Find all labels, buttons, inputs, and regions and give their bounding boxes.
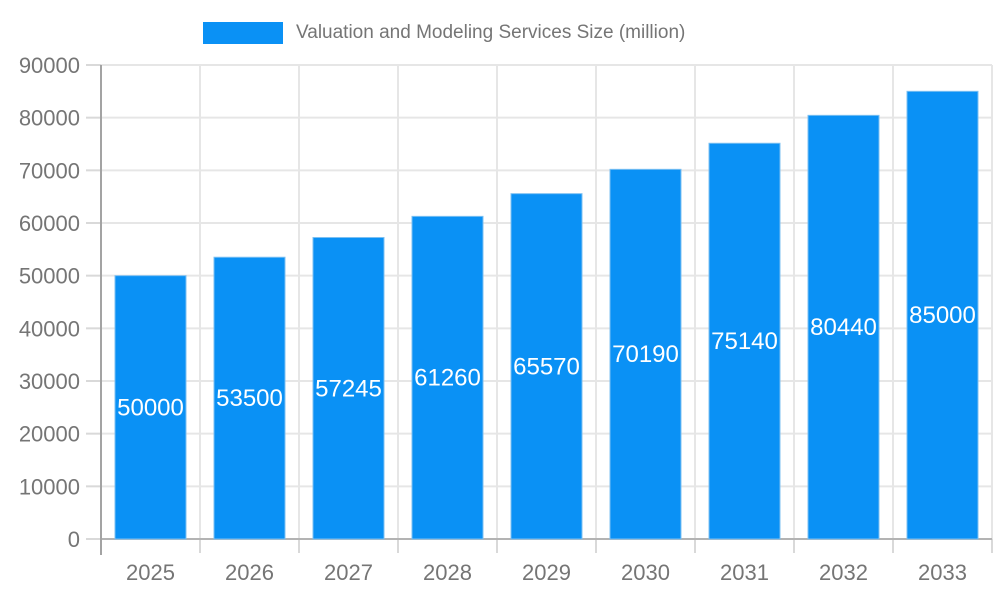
x-axis-label: 2027 [324, 560, 373, 585]
x-axis-label: 2029 [522, 560, 571, 585]
legend-swatch [203, 22, 283, 44]
bar-2033 [906, 90, 979, 540]
bar-2026 [213, 256, 286, 540]
y-axis-label: 40000 [19, 316, 80, 341]
x-axis-label: 2032 [819, 560, 868, 585]
x-axis-label: 2033 [918, 560, 967, 585]
x-axis-label: 2026 [225, 560, 274, 585]
bar-2027 [312, 237, 385, 540]
bar-value-label: 80440 [810, 314, 877, 341]
y-axis-label: 30000 [19, 369, 80, 394]
y-axis-label: 20000 [19, 422, 80, 447]
bar-value-label: 85000 [909, 302, 976, 329]
legend: Valuation and Modeling Services Size (mi… [203, 20, 685, 46]
bar-value-label: 50000 [117, 394, 184, 421]
y-axis-label: 80000 [19, 106, 80, 131]
x-axis-label: 2030 [621, 560, 670, 585]
bar-value-label: 65570 [513, 353, 580, 380]
bar-2030 [609, 168, 682, 540]
bar-value-label: 61260 [414, 365, 481, 392]
y-axis-label: 50000 [19, 264, 80, 289]
bar-value-label: 53500 [216, 385, 283, 412]
bar-2029 [510, 193, 583, 540]
y-axis-label: 60000 [19, 211, 80, 236]
bar-value-label: 57245 [315, 375, 382, 402]
x-axis-label: 2025 [126, 560, 175, 585]
bar-2025 [114, 275, 187, 540]
y-axis-label: 0 [68, 527, 80, 552]
y-axis-label: 10000 [19, 474, 80, 499]
bar-2031 [708, 142, 781, 540]
y-axis-label: 90000 [19, 53, 80, 78]
bar-value-label: 70190 [612, 341, 679, 368]
bar-2028 [411, 215, 484, 540]
x-axis-label: 2031 [720, 560, 769, 585]
legend-label: Valuation and Modeling Services Size (mi… [296, 22, 686, 43]
bar-value-label: 75140 [711, 328, 778, 355]
y-axis-label: 70000 [19, 158, 80, 183]
x-axis-label: 2028 [423, 560, 472, 585]
bar-2032 [807, 114, 880, 540]
